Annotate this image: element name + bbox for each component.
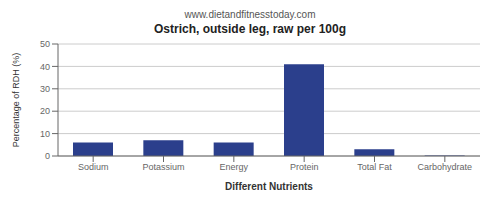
svg-text:Energy: Energy bbox=[220, 162, 249, 172]
svg-text:30: 30 bbox=[40, 84, 50, 94]
svg-text:Sodium: Sodium bbox=[78, 162, 109, 172]
svg-text:0: 0 bbox=[45, 151, 50, 161]
svg-text:Percentage of RDH (%): Percentage of RDH (%) bbox=[11, 53, 21, 148]
html-text:Ostrich, outside leg, raw per: Ostrich, outside leg, raw per 100g bbox=[154, 22, 346, 36]
svg-text:Total Fat: Total Fat bbox=[357, 162, 392, 172]
svg-text:Carbohydrate: Carbohydrate bbox=[418, 162, 473, 172]
svg-text:50: 50 bbox=[40, 39, 50, 49]
svg-text:Potassium: Potassium bbox=[142, 162, 184, 172]
svg-text:Different Nutrients: Different Nutrients bbox=[225, 181, 313, 192]
html-text:www.dietandfitnesstoday.com: www.dietandfitnesstoday.com bbox=[184, 9, 316, 20]
svg-text:Protein: Protein bbox=[290, 162, 319, 172]
svg-text:10: 10 bbox=[40, 129, 50, 139]
svg-text:20: 20 bbox=[40, 106, 50, 116]
svg-text:40: 40 bbox=[40, 62, 50, 72]
